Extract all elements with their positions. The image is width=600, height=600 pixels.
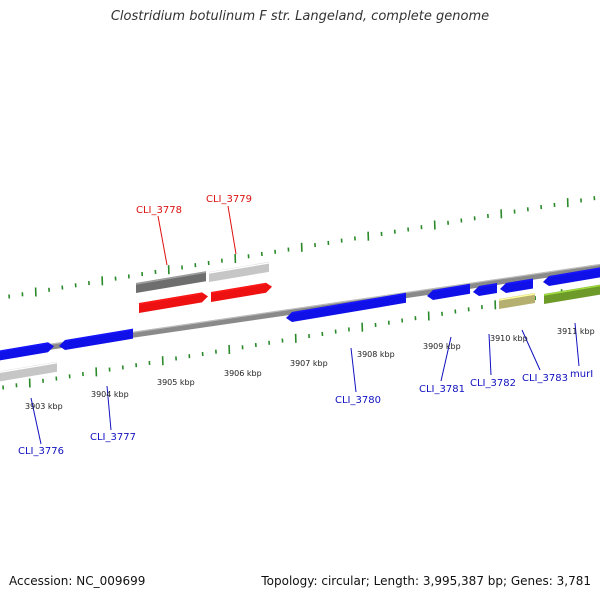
gene-highlight <box>138 292 203 305</box>
gene-body <box>139 292 208 313</box>
gene-body <box>0 342 54 361</box>
scale-label: 3907 kbp <box>290 359 328 368</box>
gene-arrow <box>500 278 534 293</box>
gene-highlight <box>291 293 407 314</box>
leader-line <box>574 322 580 367</box>
scale-label: 3904 kbp <box>91 390 129 399</box>
leader-line <box>227 205 237 255</box>
gene-arrow <box>543 267 600 286</box>
gene-highlight <box>0 342 49 353</box>
genome-stats-text: Topology: circular; Length: 3,995,387 bp… <box>261 574 591 588</box>
scale-label: 3908 kbp <box>357 350 395 359</box>
gene-arrow <box>210 282 272 302</box>
gene-arrow <box>286 292 407 322</box>
leader-line <box>521 329 541 371</box>
gene-highlight <box>505 278 534 285</box>
gene-arrow <box>135 271 207 293</box>
label-leader-lines <box>30 205 580 445</box>
gene-highlight <box>210 283 267 294</box>
gene-body <box>427 283 470 300</box>
gene-body <box>499 293 535 309</box>
gene-arrow <box>427 283 471 300</box>
gene-label: CLI_3783 <box>522 373 568 384</box>
gene-highlight <box>64 328 134 342</box>
gene-label: CLI_3778 <box>136 205 182 216</box>
leader-line <box>440 336 452 382</box>
gene-label: CLI_3776 <box>18 446 64 457</box>
gene-highlight <box>543 284 600 296</box>
scale-label: 3903 kbp <box>25 402 63 411</box>
scale-label: 3906 kbp <box>224 369 262 378</box>
bottom-tick-track <box>2 287 590 390</box>
gene-arrow <box>208 261 270 282</box>
leader-line <box>488 333 492 376</box>
leader-line <box>106 385 112 431</box>
gene-arrow <box>138 292 208 313</box>
gene-highlight <box>0 362 58 374</box>
gene-body <box>500 278 533 293</box>
gene-highlight <box>478 283 498 288</box>
gene-body <box>473 283 497 296</box>
gene-body <box>544 284 600 304</box>
leader-line <box>350 347 357 393</box>
gene-highlight <box>135 271 207 285</box>
gene-arrow <box>543 284 600 304</box>
gene-label: CLI_3781 <box>419 384 465 395</box>
gene-arrow <box>0 342 54 361</box>
top-tick-track <box>8 196 596 299</box>
gene-label: CLI_3782 <box>470 378 516 389</box>
gene-arrow <box>498 293 536 309</box>
gene-features <box>0 261 600 382</box>
gene-highlight <box>548 267 600 278</box>
gene-labels: CLI_3776 CLI_3777 CLI_3778 CLI_3779 CLI_3780… <box>18 194 593 457</box>
scale-label: 3911 kbp <box>557 327 595 336</box>
gene-arrow <box>0 361 58 382</box>
scale-label: 3910 kbp <box>490 334 528 343</box>
gene-label: murI <box>570 369 593 380</box>
leader-line <box>157 215 168 266</box>
gene-label: CLI_3777 <box>90 432 136 443</box>
gene-body <box>286 292 406 322</box>
gene-body <box>209 261 269 282</box>
gene-highlight <box>432 284 471 292</box>
leader-line <box>30 397 42 445</box>
scale-label: 3909 kbp <box>423 342 461 351</box>
map-title: Clostridium botulinum F str. Langeland, … <box>110 9 490 24</box>
gene-arrow <box>59 328 134 350</box>
gene-body <box>211 282 272 302</box>
scale-labels: 3903 kbp 3904 kbp 3905 kbp 3906 kbp 3907 kbp… <box>25 327 595 411</box>
gene-highlight <box>498 293 536 301</box>
gene-body <box>543 267 600 286</box>
gene-highlight <box>208 262 270 274</box>
gene-body <box>59 328 133 350</box>
gene-label: CLI_3779 <box>206 194 252 205</box>
accession-text: Accession: NC_009699 <box>9 574 146 588</box>
gene-body <box>0 361 57 382</box>
scale-label: 3905 kbp <box>157 378 195 387</box>
gene-arrow <box>473 283 498 296</box>
gene-label: CLI_3780 <box>335 395 381 406</box>
gene-body <box>136 271 206 293</box>
